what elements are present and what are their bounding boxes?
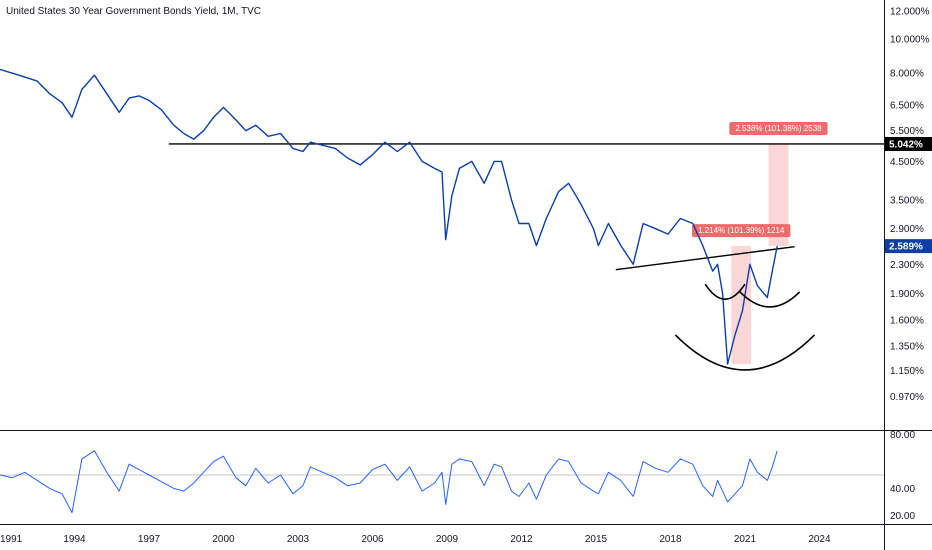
price-pane: 2.538% (101.38%) 2538 1.214% (101.39%) 12… — [0, 68, 884, 371]
rsi-pane — [0, 430, 932, 514]
time-tick-label: 2003 — [287, 534, 310, 545]
measure-label-box-1 — [729, 121, 828, 135]
time-tick-label: 2015 — [585, 534, 608, 545]
chart-title: United States 30 Year Government Bonds Y… — [6, 6, 261, 17]
price-tick-label: 1.150% — [890, 366, 924, 377]
pattern-arc-2[interactable] — [739, 291, 801, 308]
rsi-tick-label: 80.00 — [890, 430, 915, 441]
time-tick-label: 2009 — [436, 534, 459, 545]
measure-label-1: 2.538% (101.38%) 2538 — [735, 124, 822, 133]
price-tick-label: 4.500% — [890, 157, 924, 168]
price-tick-label: 10.000% — [890, 35, 930, 46]
time-tick-label: 1991 — [0, 534, 23, 545]
price-tick-label: 2.300% — [890, 260, 924, 271]
pattern-arc-3[interactable] — [674, 334, 816, 371]
price-tick-label: 1.600% — [890, 315, 924, 326]
price-tick-label: 6.500% — [890, 101, 924, 112]
price-tick-label: 2.900% — [890, 224, 924, 235]
price-tick-label: 8.000% — [890, 69, 924, 80]
time-tick-label: 2000 — [212, 534, 235, 545]
price-tick-label: 0.970% — [890, 392, 924, 403]
time-tick-label: 2024 — [808, 534, 831, 545]
time-tick-label: 2021 — [734, 534, 757, 545]
time-tick-label: 2012 — [510, 534, 533, 545]
last-price-label: 2.589% — [889, 242, 923, 253]
time-tick-label: 2006 — [361, 534, 384, 545]
measure-label-2: 1.214% (101.39%) 1214 — [698, 226, 785, 235]
price-tick-label: 1.350% — [890, 341, 924, 352]
pattern-arc-1[interactable] — [704, 283, 746, 300]
measure-range-2 — [731, 246, 752, 364]
price-tick-label: 1.900% — [890, 289, 924, 300]
time-tick-label: 2018 — [659, 534, 682, 545]
neckline-trendline[interactable] — [615, 245, 795, 271]
yield-series-line — [0, 68, 778, 365]
price-tick-label: 3.500% — [890, 195, 924, 206]
rsi-tick-label: 40.00 — [890, 484, 915, 495]
rsi-tick-label: 20.00 — [890, 511, 915, 522]
price-tick-label: 5.500% — [890, 126, 924, 137]
price-tick-label: 12.000% — [890, 7, 930, 18]
time-tick-label: 1994 — [63, 534, 86, 545]
resistance-price-badge — [885, 136, 932, 151]
measure-label-box-2 — [692, 224, 791, 238]
resistance-price-label: 5.042% — [889, 139, 923, 150]
rsi-series-line — [0, 450, 778, 514]
last-price-badge — [885, 239, 932, 254]
time-tick-label: 1997 — [138, 534, 161, 545]
measure-range-1 — [768, 143, 789, 247]
